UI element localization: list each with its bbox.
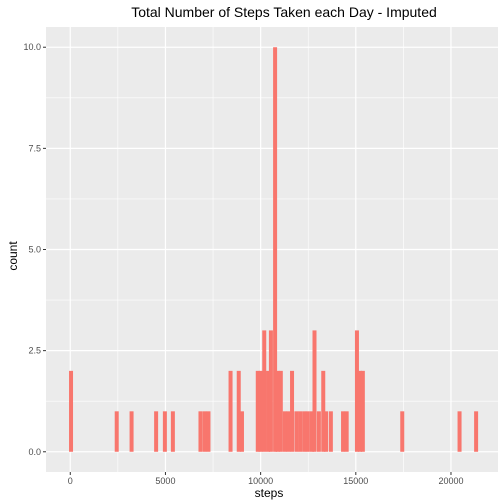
histogram-bar: [154, 411, 159, 452]
histogram-bar: [457, 411, 462, 452]
histogram-bar: [198, 411, 203, 452]
histogram-bar: [474, 411, 479, 452]
x-tick-label: 15000: [343, 476, 368, 486]
y-tick-label: 10.0: [23, 42, 41, 52]
histogram-bar: [344, 411, 349, 452]
histogram-bar: [341, 411, 346, 452]
y-axis: 0.0 2.5 5.0 7.5 10.0: [23, 42, 46, 457]
histogram-bar: [275, 370, 280, 452]
histogram-bar: [262, 330, 267, 452]
x-axis-title: steps: [255, 486, 284, 500]
y-tick-label: 7.5: [28, 143, 41, 153]
histogram-bar: [324, 411, 329, 452]
histogram-bar: [273, 47, 278, 452]
histogram-bar: [298, 411, 303, 452]
histogram-bar: [206, 411, 211, 452]
histogram-bar: [255, 370, 260, 452]
chart-title: Total Number of Steps Taken each Day - I…: [131, 4, 437, 20]
histogram-bar: [236, 370, 241, 452]
histogram-bar: [282, 411, 287, 452]
histogram-bar: [266, 370, 271, 452]
histogram-bar: [354, 330, 359, 452]
histogram-bar: [69, 370, 74, 452]
x-axis: 0 5000 10000 15000 20000: [68, 472, 463, 486]
histogram-bar: [290, 370, 295, 452]
histogram-bar: [286, 411, 291, 452]
histogram-bar: [360, 370, 365, 452]
histogram-bar: [170, 411, 175, 452]
bars: [69, 47, 479, 452]
x-tick-label: 10000: [248, 476, 273, 486]
histogram-bar: [328, 411, 333, 452]
histogram-bar: [294, 411, 299, 452]
histogram-bar: [302, 411, 307, 452]
histogram-bar: [316, 411, 321, 452]
histogram-bar: [258, 370, 263, 452]
y-axis-title: count: [6, 241, 20, 271]
histogram-bar: [129, 411, 134, 452]
histogram-bar: [278, 370, 283, 452]
histogram-bar: [228, 370, 233, 452]
histogram-bar: [202, 411, 207, 452]
y-tick-label: 2.5: [28, 346, 41, 356]
histogram-bar: [309, 411, 314, 452]
histogram-bar: [321, 370, 326, 452]
histogram-bar: [312, 330, 317, 452]
y-tick-label: 5.0: [28, 245, 41, 255]
histogram-bar: [357, 370, 362, 452]
histogram-bar: [162, 411, 167, 452]
x-tick-label: 20000: [438, 476, 463, 486]
histogram-bar: [114, 411, 119, 452]
histogram-bar: [239, 411, 244, 452]
histogram-bar: [268, 330, 273, 452]
x-tick-label: 5000: [155, 476, 175, 486]
histogram-bar: [305, 411, 310, 452]
x-tick-label: 0: [68, 476, 73, 486]
histogram-bar: [400, 411, 405, 452]
y-tick-label: 0.0: [28, 447, 41, 457]
